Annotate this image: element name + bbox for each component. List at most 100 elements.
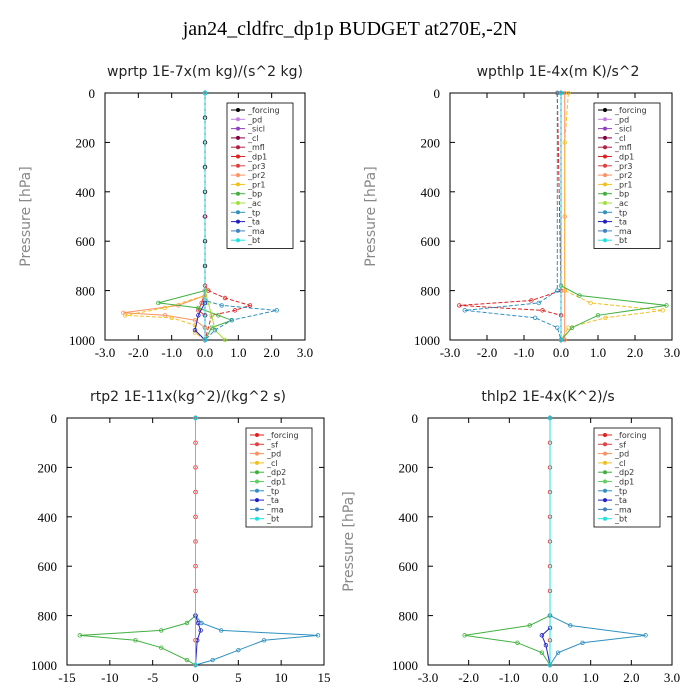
legend-marker xyxy=(236,145,240,150)
x-tick-label: -15 xyxy=(58,670,75,685)
legend-marker xyxy=(236,219,240,224)
legend-entry: _tp xyxy=(247,208,260,217)
legend-marker xyxy=(603,479,607,484)
series-line xyxy=(197,93,206,340)
legend-marker xyxy=(255,451,259,456)
data-point xyxy=(192,322,198,328)
legend-entry: _dp1 xyxy=(247,153,267,162)
x-tick-label: 3.0 xyxy=(297,345,313,360)
y-tick-label: 1000 xyxy=(414,333,440,348)
legend-entry: _tp xyxy=(614,208,627,217)
data-point xyxy=(195,620,201,626)
legend-marker xyxy=(603,228,607,233)
data-point xyxy=(603,315,608,320)
data-point xyxy=(462,308,467,313)
x-tick-label: 15 xyxy=(318,670,331,685)
legend-entry: _ma xyxy=(266,505,284,514)
x-tick-label: 0.0 xyxy=(553,345,569,360)
series-line xyxy=(195,418,202,666)
data-point xyxy=(547,662,553,668)
data-point xyxy=(159,645,164,650)
data-point xyxy=(539,650,545,655)
y-tick-label: 1000 xyxy=(69,333,95,348)
legend-marker xyxy=(603,433,607,437)
legend-entry: _forcing xyxy=(614,106,647,115)
data-point xyxy=(162,305,168,311)
panel-0: wprtp 1E-7x(m kg)/(s^2 kg) Pressure [hPa]… xyxy=(18,64,313,360)
data-point xyxy=(527,623,532,628)
data-point xyxy=(515,640,520,645)
panel-3: thlp2 1E-4x(K^2)/s Pressure [hPa] -3.0 -2.0… xyxy=(341,389,680,685)
legend-marker xyxy=(603,460,607,465)
legend-marker xyxy=(603,163,607,168)
data-point xyxy=(660,308,665,313)
legend-entry: _dp1 xyxy=(614,153,634,162)
legend-marker xyxy=(603,145,607,150)
legend-marker xyxy=(255,479,259,484)
data-point xyxy=(202,337,208,343)
data-point xyxy=(159,628,164,633)
y-axis-label: Pressure [hPa] xyxy=(341,491,357,591)
data-point xyxy=(192,327,198,333)
legend-entry: _mfl xyxy=(614,143,632,152)
legend-entry: _bt xyxy=(247,236,260,245)
panel-title: wpthlp 1E-4x(m K)/s^2 xyxy=(477,64,640,80)
legend-marker xyxy=(603,126,607,131)
data-point xyxy=(247,303,253,308)
x-tick-label: 0 xyxy=(192,670,199,685)
data-point xyxy=(219,303,224,308)
legend-marker xyxy=(236,238,240,243)
legend-entry: _dp2 xyxy=(614,468,634,477)
legend-entry: _pr1 xyxy=(614,180,632,189)
y-tick-label: 800 xyxy=(421,284,441,299)
legend-entry: _cl xyxy=(247,134,259,143)
y-tick-label: 400 xyxy=(76,185,96,200)
x-tick-label: -1.0 xyxy=(161,345,182,360)
data-point xyxy=(462,633,467,638)
legend-marker xyxy=(236,173,240,178)
x-tick-label: 1.0 xyxy=(583,670,599,685)
x-tick-label: 2.0 xyxy=(623,670,639,685)
data-point xyxy=(193,662,198,668)
data-point xyxy=(198,628,203,633)
data-point xyxy=(569,325,575,330)
y-tick-label: 200 xyxy=(76,135,96,150)
series-line xyxy=(123,93,206,340)
legend-entry: _ta xyxy=(247,218,260,227)
legend-marker xyxy=(603,191,607,196)
data-point xyxy=(558,90,564,96)
x-tick-label: -2.0 xyxy=(477,345,498,360)
data-point xyxy=(202,90,208,96)
legend-entry: _pr3 xyxy=(247,162,265,171)
y-axis-label: Pressure [hPa] xyxy=(363,166,379,266)
data-point xyxy=(547,415,553,421)
data-point xyxy=(274,308,279,313)
panel-1: wpthlp 1E-4x(m K)/s^2 Pressure [hPa] -3.0 -… xyxy=(363,64,680,360)
data-point xyxy=(540,308,545,313)
series-line xyxy=(541,418,551,666)
y-tick-label: 200 xyxy=(399,460,419,475)
y-tick-label: 1000 xyxy=(392,658,418,673)
legend-entry: _cl xyxy=(614,459,626,468)
legend-marker xyxy=(236,126,240,131)
legend-marker xyxy=(255,460,259,465)
legend-entry: _ma xyxy=(614,227,632,236)
data-point xyxy=(532,315,538,320)
data-point xyxy=(558,337,564,343)
x-tick-label: 2.0 xyxy=(264,345,280,360)
y-tick-label: 0 xyxy=(412,411,419,426)
data-point xyxy=(315,633,321,638)
legend-marker xyxy=(236,210,240,215)
data-point xyxy=(169,315,174,320)
x-tick-label: 2.0 xyxy=(627,345,643,360)
series-line xyxy=(158,93,234,341)
legend-entry: _dp1 xyxy=(614,478,634,487)
legend-marker xyxy=(255,488,259,493)
y-tick-label: 0 xyxy=(434,86,441,101)
legend: _forcing_pd_sicl_cl_mfl_dp1_pr3_pr2_pr1_… xyxy=(226,102,294,249)
legend-marker xyxy=(236,182,240,187)
x-tick-label: -3.0 xyxy=(95,345,116,360)
data-point xyxy=(184,657,190,663)
y-tick-label: 400 xyxy=(421,185,441,200)
series-line xyxy=(459,92,562,340)
